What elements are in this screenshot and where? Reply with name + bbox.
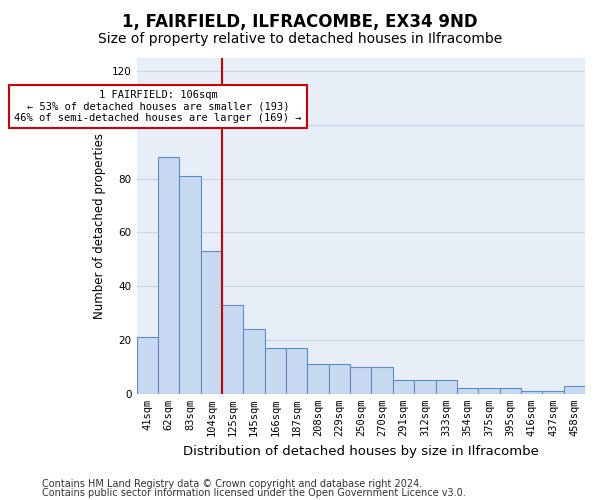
Bar	[521, 391, 542, 394]
Bar	[436, 380, 457, 394]
Bar	[478, 388, 500, 394]
Bar	[414, 380, 436, 394]
Bar	[137, 338, 158, 394]
Y-axis label: Number of detached properties: Number of detached properties	[94, 132, 106, 318]
Bar	[500, 388, 521, 394]
Bar	[200, 251, 222, 394]
Text: Contains public sector information licensed under the Open Government Licence v3: Contains public sector information licen…	[42, 488, 466, 498]
Bar	[307, 364, 329, 394]
Text: Size of property relative to detached houses in Ilfracombe: Size of property relative to detached ho…	[98, 32, 502, 46]
Bar	[222, 305, 244, 394]
Bar	[265, 348, 286, 394]
Text: Contains HM Land Registry data © Crown copyright and database right 2024.: Contains HM Land Registry data © Crown c…	[42, 479, 422, 489]
Bar	[457, 388, 478, 394]
Bar	[329, 364, 350, 394]
Text: 1 FAIRFIELD: 106sqm
← 53% of detached houses are smaller (193)
46% of semi-detac: 1 FAIRFIELD: 106sqm ← 53% of detached ho…	[14, 90, 302, 123]
Bar	[244, 329, 265, 394]
Bar	[158, 157, 179, 394]
Bar	[371, 367, 393, 394]
Bar	[393, 380, 414, 394]
Text: 1, FAIRFIELD, ILFRACOMBE, EX34 9ND: 1, FAIRFIELD, ILFRACOMBE, EX34 9ND	[122, 12, 478, 30]
Bar	[179, 176, 200, 394]
Bar	[350, 367, 371, 394]
Bar	[286, 348, 307, 394]
Bar	[563, 386, 585, 394]
Bar	[542, 391, 563, 394]
X-axis label: Distribution of detached houses by size in Ilfracombe: Distribution of detached houses by size …	[183, 444, 539, 458]
